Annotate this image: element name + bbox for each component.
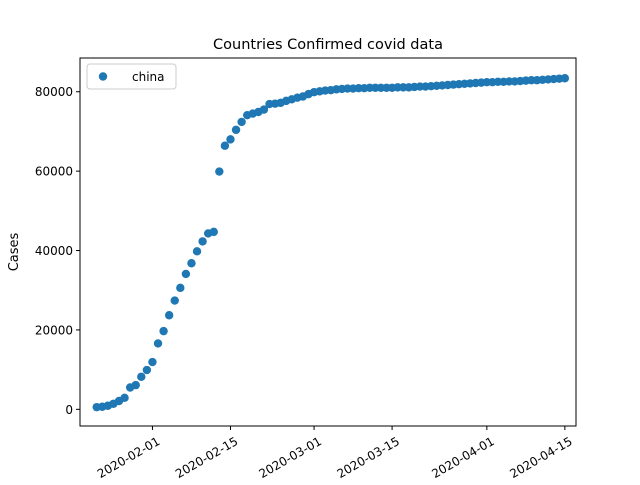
- legend-label: china: [132, 70, 165, 84]
- plot-frame: [79, 57, 577, 427]
- data-point: [220, 141, 230, 150]
- data-point: [176, 283, 185, 293]
- data-point: [164, 311, 174, 320]
- data-point: [198, 237, 207, 246]
- data-point: [187, 259, 196, 268]
- data-point: [142, 365, 152, 375]
- legend-marker: [98, 72, 108, 81]
- data-point: [120, 393, 129, 403]
- data-point: [159, 326, 168, 336]
- data-point: [560, 74, 570, 83]
- y-tick-label: 40000: [35, 244, 73, 258]
- data-point: [153, 339, 163, 348]
- data-point: [192, 247, 202, 256]
- data-point: [148, 357, 157, 367]
- y-tick-label: 20000: [35, 323, 73, 337]
- data-point: [231, 125, 241, 135]
- data-point: [226, 135, 235, 144]
- legend-box: [86, 63, 177, 90]
- y-tick-label: 60000: [35, 165, 73, 179]
- data-point: [170, 296, 179, 305]
- data-point: [131, 380, 140, 390]
- data-point: [181, 269, 191, 279]
- data-point: [137, 372, 146, 381]
- data-point: [215, 167, 224, 176]
- y-tick-label: 0: [65, 403, 73, 417]
- y-tick-label: 80000: [35, 85, 73, 99]
- data-point: [237, 117, 246, 127]
- y-axis: 0 20000 40000 60000 80000: [35, 85, 80, 417]
- legend: china: [86, 63, 177, 90]
- data-points: [92, 74, 570, 412]
- y-axis-label: Cases: [7, 232, 22, 271]
- data-point: [209, 227, 218, 237]
- data-point: [259, 105, 269, 114]
- chart-title: Countries Confirmed covid data: [213, 37, 443, 53]
